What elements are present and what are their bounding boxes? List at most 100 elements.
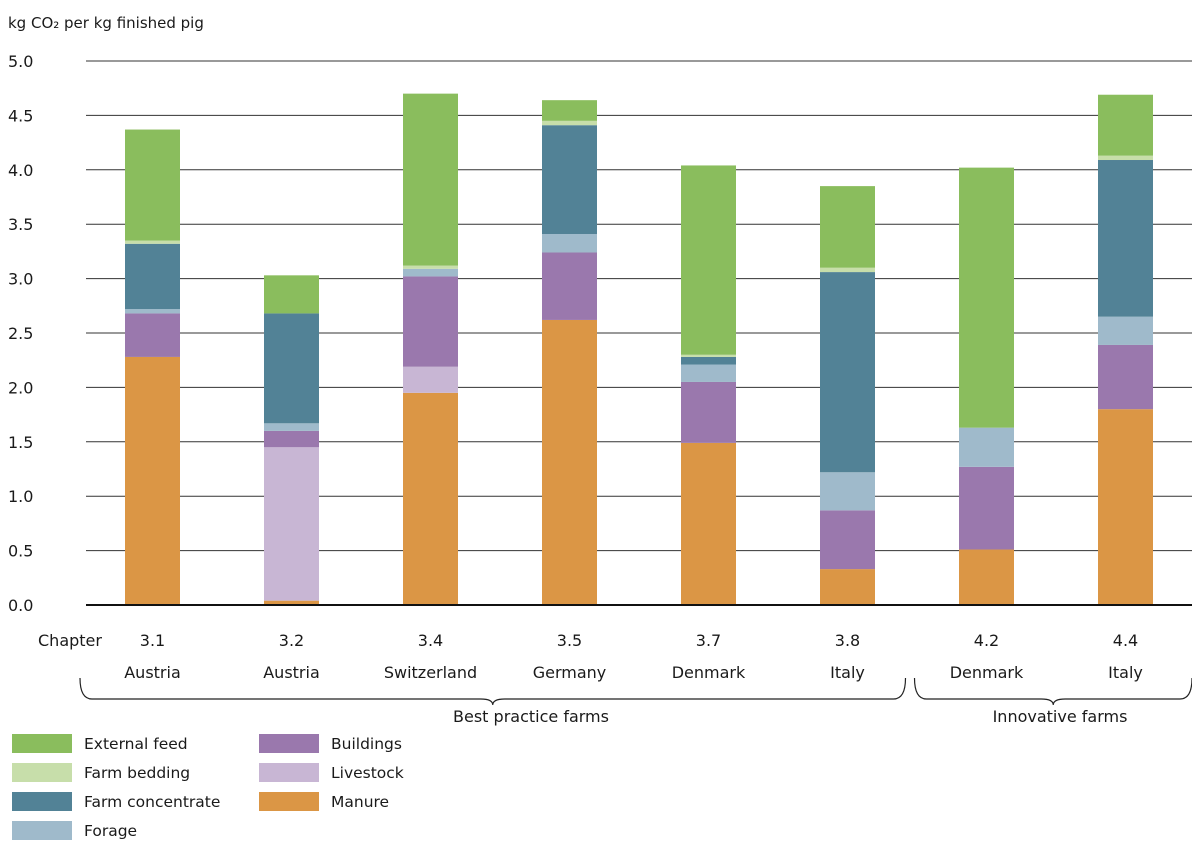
legend-swatch	[12, 821, 72, 840]
bar-segment-external-feed	[959, 167, 1014, 428]
bar-segment-forage	[125, 309, 180, 314]
legend-label: Forage	[84, 821, 138, 840]
y-axis-label: kg CO₂ per kg finished pig	[8, 14, 204, 32]
bar-segment-external-feed	[820, 186, 875, 268]
y-tick-label: 3.0	[8, 270, 33, 289]
bar-segment-farm-concentrate	[264, 313, 319, 424]
group-brace	[913, 677, 1192, 706]
chapter-tick-label: 4.2	[974, 631, 999, 650]
bar-segment-forage	[403, 268, 458, 277]
legend-swatch	[12, 763, 72, 782]
group-label: Best practice farms	[453, 707, 609, 726]
bar-segment-farm-bedding	[403, 265, 458, 269]
bar-segment-farm-concentrate	[681, 356, 736, 365]
y-tick-label: 1.0	[8, 487, 33, 506]
y-tick-label: 4.0	[8, 161, 33, 180]
bar-segment-buildings	[1098, 344, 1153, 410]
chapter-tick-label: 3.1	[140, 631, 165, 650]
bar-segment-buildings	[125, 313, 180, 357]
legend-swatch	[259, 763, 319, 782]
y-tick-label: 4.5	[8, 106, 33, 125]
bar-segment-buildings	[959, 466, 1014, 550]
bar-segment-manure	[125, 356, 180, 605]
country-tick-label: Italy	[830, 663, 865, 682]
bar-segment-farm-concentrate	[542, 125, 597, 234]
bar-segment-farm-bedding	[681, 354, 736, 357]
chapter-tick-label: 3.8	[835, 631, 860, 650]
legend-label: Manure	[331, 792, 390, 811]
chapter-tick-label: 3.5	[557, 631, 582, 650]
y-tick-label: 1.5	[8, 433, 33, 452]
y-tick-label: 3.5	[8, 215, 33, 234]
bar-segment-forage	[959, 427, 1014, 467]
chapter-tick-label: 3.4	[418, 631, 443, 650]
legend-swatch	[12, 734, 72, 753]
bar-segment-buildings	[681, 381, 736, 443]
bar-segment-farm-concentrate	[820, 272, 875, 473]
legend-label: Farm bedding	[84, 763, 191, 782]
country-tick-label: Denmark	[950, 663, 1024, 682]
bar-segment-manure	[681, 442, 736, 605]
country-tick-label: Switzerland	[384, 663, 477, 682]
bar-segment-external-feed	[681, 165, 736, 355]
bar-segment-livestock	[403, 366, 458, 393]
legend: External feed Farm bedding Farm concentrat…	[12, 734, 472, 842]
legend-item: Livestock	[259, 763, 404, 782]
bar-segment-forage	[820, 472, 875, 511]
legend-item: Buildings	[259, 734, 402, 753]
y-tick-label: 2.5	[8, 324, 33, 343]
country-tick-label: Germany	[533, 663, 607, 682]
bar-segment-farm-bedding	[1098, 155, 1153, 161]
bar-segment-farm-bedding	[542, 120, 597, 126]
bar-segment-buildings	[264, 430, 319, 448]
chapter-tick-label: 4.4	[1113, 631, 1138, 650]
bar-segment-farm-bedding	[820, 267, 875, 273]
chapter-row-label: Chapter	[38, 631, 102, 650]
bar-segment-buildings	[403, 276, 458, 367]
bar-segment-external-feed	[542, 100, 597, 121]
bar-segment-farm-concentrate	[125, 243, 180, 310]
legend-item: Forage	[12, 821, 137, 840]
bar-segment-forage	[1098, 316, 1153, 345]
bar-segment-buildings	[820, 510, 875, 570]
chapter-tick-label: 3.7	[696, 631, 721, 650]
y-tick-label: 0.0	[8, 596, 33, 615]
legend-item: External feed	[12, 734, 188, 753]
bar-segment-manure	[403, 392, 458, 605]
bar-segment-manure	[542, 319, 597, 605]
bar-segment-farm-concentrate	[1098, 160, 1153, 317]
country-tick-label: Denmark	[672, 663, 746, 682]
chapter-tick-label: 3.2	[279, 631, 304, 650]
y-tick-label: 0.5	[8, 542, 33, 561]
bar-segment-buildings	[542, 252, 597, 320]
legend-item: Farm bedding	[12, 763, 190, 782]
group-brace	[79, 677, 907, 706]
legend-item: Farm concentrate	[12, 792, 220, 811]
bar-segment-external-feed	[1098, 94, 1153, 156]
bar-segment-external-feed	[125, 129, 180, 241]
bar-segment-farm-bedding	[125, 240, 180, 244]
legend-swatch	[259, 734, 319, 753]
legend-swatch	[259, 792, 319, 811]
legend-label: Livestock	[331, 763, 404, 782]
bar-segment-manure	[264, 600, 319, 605]
legend-label: External feed	[84, 734, 188, 753]
legend-label: Farm concentrate	[84, 792, 221, 811]
bar-segment-forage	[681, 364, 736, 382]
bar-segment-manure	[820, 569, 875, 605]
bar-segment-forage	[264, 423, 319, 431]
bar-segment-external-feed	[264, 275, 319, 314]
legend-label: Buildings	[331, 734, 402, 753]
y-tick-label: 5.0	[8, 52, 33, 71]
bar-segment-manure	[1098, 409, 1153, 605]
country-tick-label: Italy	[1108, 663, 1143, 682]
bar-segment-manure	[959, 549, 1014, 605]
group-label: Innovative farms	[993, 707, 1128, 726]
legend-swatch	[12, 792, 72, 811]
country-tick-label: Austria	[263, 663, 320, 682]
country-tick-label: Austria	[124, 663, 181, 682]
bar-segment-livestock	[264, 447, 319, 601]
legend-item: Manure	[259, 792, 389, 811]
bar-segment-forage	[542, 233, 597, 253]
